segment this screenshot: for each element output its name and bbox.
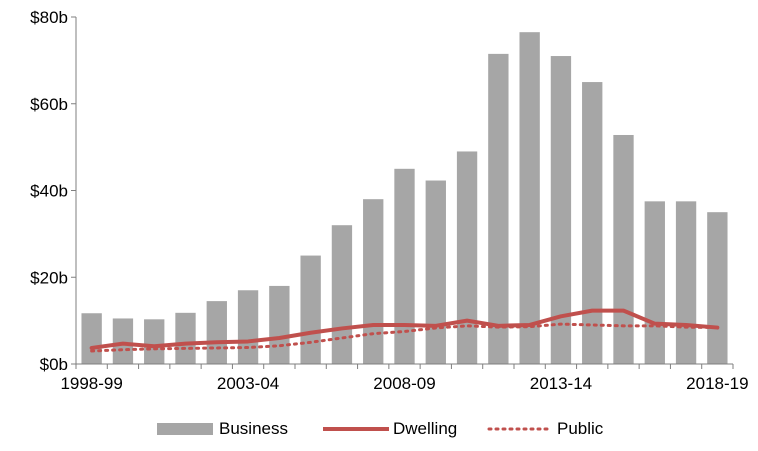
bar-business-1998-99 (81, 313, 102, 364)
bar-business-2018-19 (707, 212, 728, 364)
bar-business-2009-10 (425, 180, 446, 364)
bar-business-2007-08 (363, 199, 384, 364)
y-tick-label: $40b (30, 182, 68, 201)
axes-layer: $0b $20b $40b $60b $80b 1998-99 2003-04 2008-09… (30, 8, 748, 393)
bar-business-2010-11 (456, 151, 478, 364)
y-tick-label: $0b (40, 355, 68, 374)
x-tick-label: 2008-09 (373, 374, 435, 393)
legend-label: Dwelling (393, 419, 457, 438)
bars-layer (81, 32, 728, 365)
y-tick-label: $20b (30, 268, 68, 287)
line-public (90, 322, 719, 353)
bar-business-2001-02 (175, 312, 196, 364)
bar-business-2011-12 (488, 53, 509, 365)
bar-business-2014-15 (582, 82, 603, 364)
bar-business-2017-18 (675, 201, 697, 364)
line-dwelling (89, 308, 720, 350)
bar-business-1999-00 (112, 318, 134, 364)
legend-label: Public (557, 419, 604, 438)
bar-business-2013-14 (550, 56, 572, 364)
bar-business-2006-07 (331, 225, 353, 364)
bar-business-2015-16 (613, 134, 634, 364)
bar-business-2016-17 (644, 201, 665, 364)
y-tick-label: $80b (30, 8, 68, 27)
bar-business-2004-05 (269, 285, 290, 364)
bar-business-2000-01 (144, 319, 165, 364)
bar-business-2008-09 (394, 168, 415, 364)
x-tick-label: 2018-19 (686, 374, 748, 393)
x-tick-label: 2013-14 (530, 374, 592, 393)
legend-item-business: Business (157, 419, 288, 438)
legend-item-public: Public (487, 419, 604, 438)
bar-business-2012-13 (519, 32, 540, 365)
lines-layer (89, 308, 720, 353)
x-tick-label: 1998-99 (60, 374, 122, 393)
legend-swatch (157, 423, 213, 435)
y-tick-label: $60b (30, 95, 68, 114)
bar-business-2002-03 (206, 301, 227, 364)
legend-item-dwelling: Dwelling (323, 419, 457, 438)
bar-business-2005-06 (300, 255, 321, 364)
bar-business-2003-04 (237, 290, 259, 364)
x-tick-label: 2003-04 (217, 374, 279, 393)
legend: Business Dwelling Public (157, 419, 604, 438)
legend-label: Business (219, 419, 288, 438)
